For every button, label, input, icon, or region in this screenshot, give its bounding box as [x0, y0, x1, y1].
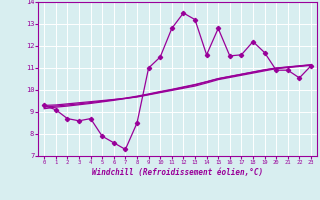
X-axis label: Windchill (Refroidissement éolien,°C): Windchill (Refroidissement éolien,°C) [92, 168, 263, 177]
